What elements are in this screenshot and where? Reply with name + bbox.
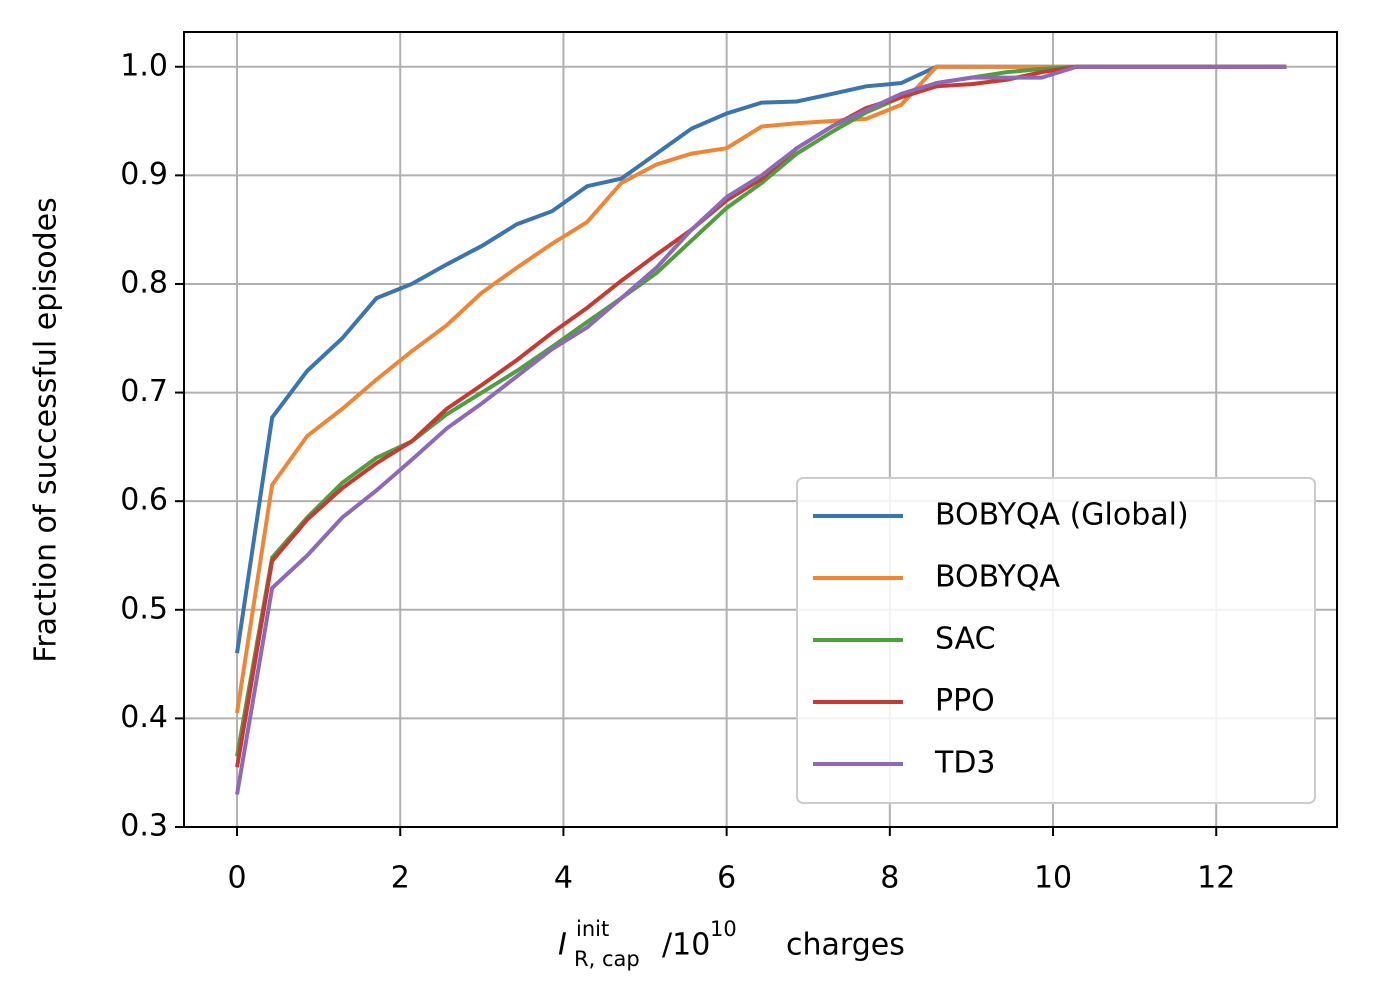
x-tick-label: 10: [1034, 861, 1072, 896]
legend-label: TD3: [934, 746, 996, 781]
y-tick-label: 0.3: [120, 809, 168, 844]
x-axis-label: init: [576, 917, 609, 941]
legend-label: SAC: [935, 622, 996, 657]
x-axis-label: R, cap: [574, 947, 640, 971]
y-tick-label: 0.6: [120, 483, 168, 518]
y-tick-label: 0.8: [120, 265, 168, 300]
line-series: [235, 64, 1287, 795]
x-tick-label: 12: [1197, 861, 1235, 896]
y-tick-label: 1.0: [120, 48, 168, 83]
legend-label: BOBYQA: [935, 560, 1061, 595]
y-axis-label: Fraction of successful episodes: [29, 197, 64, 662]
x-axis-label: 10: [710, 917, 737, 941]
legend-label: PPO: [935, 684, 995, 719]
y-tick-label: 0.5: [120, 591, 168, 626]
y-tick-label: 0.7: [120, 374, 168, 409]
x-tick-label: 4: [554, 861, 573, 896]
x-tick-label: 0: [227, 861, 246, 896]
x-axis-label: /10: [662, 928, 710, 963]
y-tick-label: 0.9: [120, 157, 168, 192]
legend-label: BOBYQA (Global): [935, 498, 1189, 533]
legend-box: [796, 477, 1316, 804]
x-tick-label: 2: [391, 861, 410, 896]
x-axis-label: I: [558, 928, 567, 963]
x-tick-label: 6: [717, 861, 736, 896]
x-axis-label: charges: [786, 928, 905, 963]
plot-frame: [183, 31, 1338, 828]
y-tick-label: 0.4: [120, 700, 168, 735]
x-tick-label: 8: [880, 861, 899, 896]
